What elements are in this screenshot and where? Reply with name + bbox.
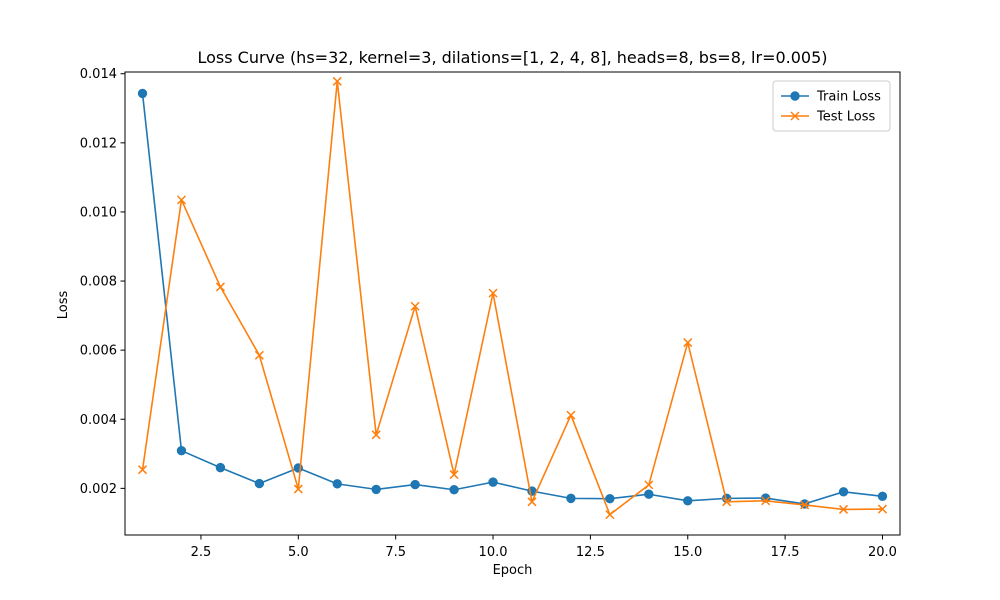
- data-point-stroke: [254, 350, 264, 360]
- data-point: [683, 338, 693, 348]
- x-tick-label: 15.0: [673, 545, 702, 560]
- data-point: [332, 76, 342, 86]
- x-tick-label: 20.0: [868, 545, 897, 560]
- data-point-stroke: [790, 111, 800, 121]
- data-point-stroke: [527, 497, 537, 507]
- data-point: [293, 484, 303, 494]
- data-point: [449, 470, 459, 480]
- x-tick-label: 10.0: [479, 545, 508, 560]
- data-point-stroke: [215, 282, 225, 292]
- data-point: [527, 497, 537, 507]
- chart-title: Loss Curve (hs=32, kernel=3, dilations=[…: [197, 48, 827, 67]
- data-point: [410, 479, 420, 490]
- data-point-stroke: [488, 288, 498, 298]
- data-point: [254, 478, 265, 489]
- data-point-stroke: [800, 500, 810, 510]
- data-point: [410, 301, 420, 311]
- legend-label: Test Loss: [816, 110, 875, 125]
- data-point: [605, 510, 615, 520]
- data-point-stroke: [371, 430, 381, 440]
- data-point: [488, 288, 498, 298]
- data-point: [371, 484, 381, 495]
- data-point: [215, 282, 225, 292]
- data-point-stroke: [761, 496, 771, 506]
- y-axis: 0.002 0.004 0.006 0.008 0.010 0.012 0.014: [80, 67, 125, 497]
- axes-frame: [124, 71, 901, 536]
- data-point: [449, 485, 459, 495]
- data-point-stroke: [722, 497, 732, 507]
- y-axis-label: Loss: [56, 291, 71, 320]
- data-point: [488, 477, 498, 487]
- legend: Train Loss Test Loss: [772, 80, 891, 132]
- data-point: [877, 491, 888, 502]
- data-point: [800, 500, 810, 510]
- legend-label: Train Loss: [816, 90, 881, 105]
- series-line-test-loss: [141, 80, 883, 516]
- data-point-stroke: [683, 338, 693, 348]
- data-point: [644, 489, 654, 499]
- y-tick-label: 0.012: [80, 136, 117, 151]
- x-tick-label: 5.0: [288, 545, 309, 560]
- x-tick-label: 7.5: [385, 545, 406, 560]
- data-point: [137, 88, 148, 99]
- series-line-train-loss: [141, 93, 883, 505]
- data-point: [566, 410, 576, 420]
- data-point: [838, 487, 849, 497]
- data-point: [215, 462, 226, 473]
- data-point: [605, 494, 615, 504]
- legend-item-train-loss: Train Loss: [781, 90, 881, 105]
- y-tick-label: 0.004: [80, 413, 117, 428]
- data-point: [761, 496, 771, 506]
- data-point-stroke: [176, 195, 187, 205]
- data-point: [790, 111, 800, 121]
- data-point-stroke: [605, 510, 615, 520]
- y-tick-label: 0.008: [80, 275, 117, 290]
- data-point: [137, 465, 148, 475]
- y-tick-label: 0.010: [80, 205, 117, 220]
- data-point: [176, 195, 187, 205]
- data-point: [790, 91, 800, 101]
- data-point: [371, 430, 381, 440]
- data-point: [877, 504, 888, 514]
- data-point: [644, 480, 654, 490]
- data-point: [566, 493, 576, 504]
- y-tick-label: 0.002: [80, 482, 117, 497]
- x-tick-label: 12.5: [576, 545, 605, 560]
- data-point-stroke: [332, 76, 342, 86]
- data-point-stroke: [877, 504, 888, 514]
- legend-item-test-loss: Test Loss: [781, 110, 875, 125]
- data-point-stroke: [566, 410, 576, 420]
- y-tick-label: 0.006: [80, 344, 117, 359]
- data-point: [683, 496, 693, 506]
- data-point: [254, 350, 264, 360]
- data-point-stroke: [410, 301, 420, 311]
- plot-area: [124, 71, 901, 536]
- x-tick-label: 2.5: [191, 545, 212, 560]
- x-tick-label: 17.5: [771, 545, 800, 560]
- data-point-stroke: [137, 465, 148, 475]
- data-point: [176, 445, 187, 456]
- data-point-stroke: [449, 470, 459, 480]
- data-point: [838, 504, 849, 514]
- legend-box: [772, 80, 891, 132]
- data-point-stroke: [644, 480, 654, 490]
- x-axis: 2.5 5.0 7.5 10.0 12.5 15.0 17.5 20.0: [191, 535, 897, 560]
- series-train-loss: [137, 88, 888, 509]
- series-test-loss: [137, 76, 888, 520]
- x-axis-label: Epoch: [493, 563, 533, 578]
- series-layer: [137, 76, 888, 520]
- data-point: [332, 479, 342, 489]
- y-tick-label: 0.014: [80, 67, 117, 82]
- data-point-stroke: [838, 504, 849, 514]
- data-point: [722, 497, 732, 507]
- data-point-stroke: [293, 484, 303, 494]
